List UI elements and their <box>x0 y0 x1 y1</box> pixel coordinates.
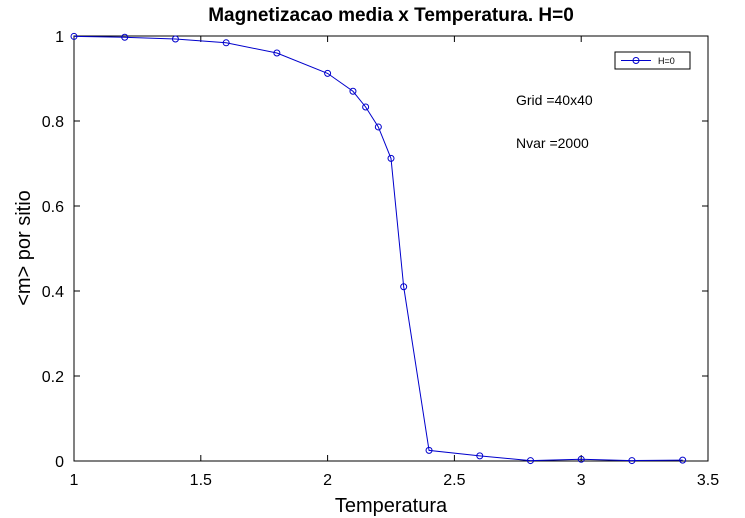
data-point <box>273 49 281 57</box>
y-tick-label: 0.8 <box>42 114 64 131</box>
y-tick-label: 0.4 <box>42 284 64 301</box>
y-axis-label: <m> por sitio <box>13 190 35 306</box>
series-line <box>73 35 683 462</box>
x-tick-label: 1.5 <box>190 472 212 489</box>
data-point <box>425 446 433 454</box>
data-point <box>577 455 585 463</box>
y-tick-label: 0.6 <box>42 199 64 216</box>
data-point <box>171 35 179 43</box>
x-tick-label: 2.5 <box>443 472 465 489</box>
x-axis-label: Temperatura <box>335 495 448 517</box>
x-tick-label: 3 <box>577 472 586 489</box>
annotation-nvar: Nvar =2000 <box>516 135 589 151</box>
data-point <box>349 87 357 95</box>
annotation-grid: Grid =40x40 <box>516 92 593 108</box>
data-point <box>628 457 636 465</box>
y-tick-labels: 0 0.2 0.4 0.6 0.8 1 <box>42 29 64 471</box>
plot-frame <box>73 35 709 462</box>
legend-entry-label: H=0 <box>658 56 675 66</box>
data-point <box>362 103 370 111</box>
x-tick-labels: 1 1.5 2 2.5 3 3.5 <box>70 472 720 489</box>
data-point <box>387 154 395 162</box>
data-point <box>70 32 78 40</box>
axis-ticks <box>73 35 709 462</box>
y-tick-label: 0 <box>55 454 64 471</box>
series-group <box>70 32 687 465</box>
data-point <box>400 283 408 291</box>
chart-title: Magnetizacao media x Temperatura. H=0 <box>208 5 574 26</box>
legend: H=0 <box>614 51 691 70</box>
data-point <box>324 69 332 77</box>
data-point <box>222 39 230 47</box>
data-point <box>526 457 534 465</box>
legend-marker <box>632 57 640 64</box>
x-tick-label: 2 <box>323 472 332 489</box>
x-tick-label: 1 <box>70 472 79 489</box>
data-point <box>121 33 129 41</box>
data-point <box>476 452 484 460</box>
y-tick-label: 0.2 <box>42 369 64 386</box>
data-point <box>679 456 687 464</box>
y-tick-label: 1 <box>55 29 64 46</box>
x-tick-label: 3.5 <box>697 472 719 489</box>
legend-box <box>614 51 691 70</box>
data-point <box>374 123 382 131</box>
